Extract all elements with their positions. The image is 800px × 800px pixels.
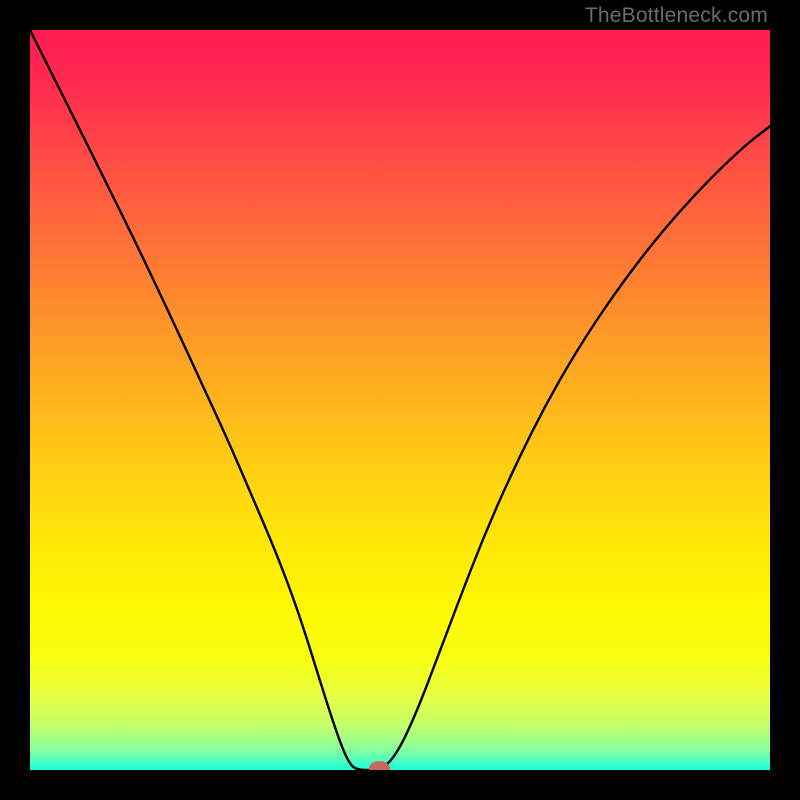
chart-frame: TheBottleneck.com bbox=[0, 0, 800, 800]
watermark-text: TheBottleneck.com bbox=[585, 4, 768, 28]
minimum-marker bbox=[369, 761, 390, 770]
plot-area bbox=[30, 30, 770, 770]
bottleneck-curve bbox=[30, 30, 770, 770]
